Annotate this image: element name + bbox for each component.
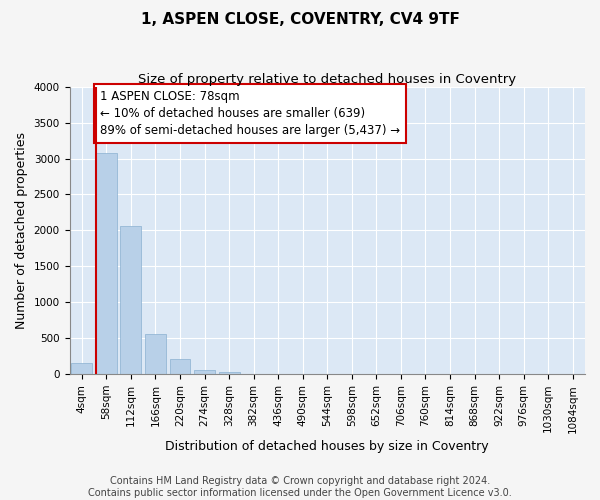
Bar [71, 364, 92, 374]
Text: 1 ASPEN CLOSE: 78sqm
← 10% of detached houses are smaller (639)
89% of semi-deta: 1 ASPEN CLOSE: 78sqm ← 10% of detached h… [100, 90, 400, 138]
X-axis label: Distribution of detached houses by size in Coventry: Distribution of detached houses by size … [166, 440, 489, 452]
Bar [194, 370, 215, 374]
Bar [96, 153, 117, 374]
Bar [218, 372, 239, 374]
Text: Contains HM Land Registry data © Crown copyright and database right 2024.
Contai: Contains HM Land Registry data © Crown c… [88, 476, 512, 498]
Text: 1, ASPEN CLOSE, COVENTRY, CV4 9TF: 1, ASPEN CLOSE, COVENTRY, CV4 9TF [140, 12, 460, 28]
Bar [170, 359, 190, 374]
Bar [121, 226, 142, 374]
Y-axis label: Number of detached properties: Number of detached properties [15, 132, 28, 329]
Title: Size of property relative to detached houses in Coventry: Size of property relative to detached ho… [138, 72, 517, 86]
Bar [145, 334, 166, 374]
